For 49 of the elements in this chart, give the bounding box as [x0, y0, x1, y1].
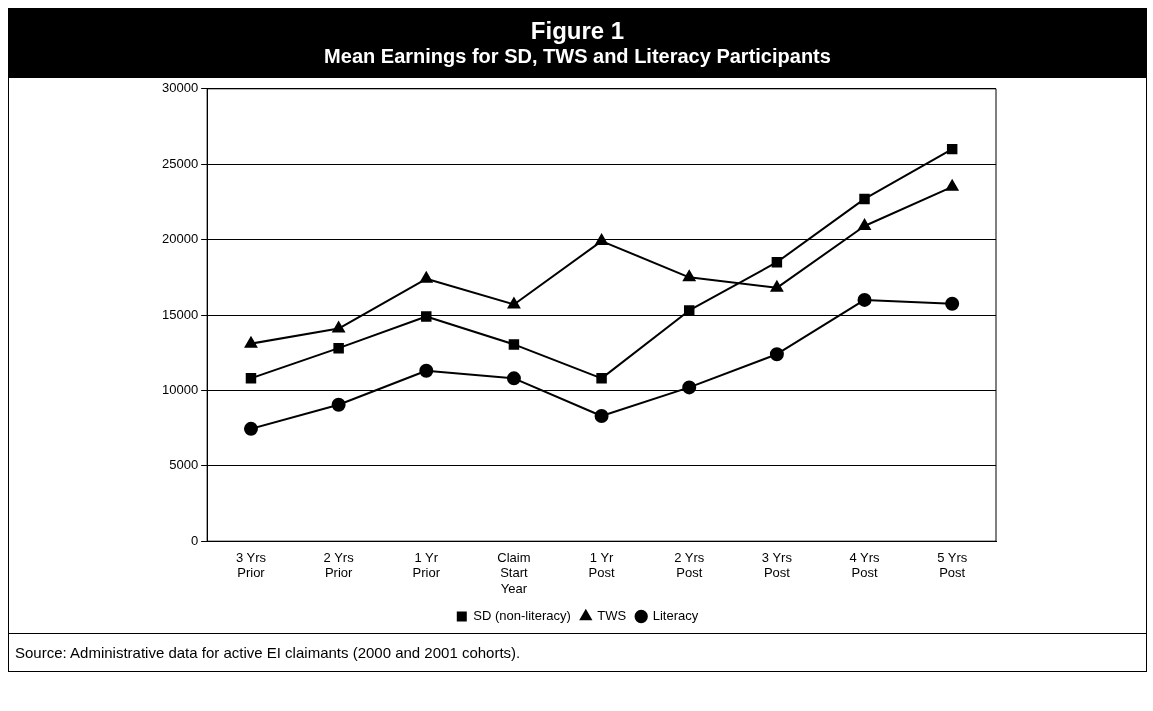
- point: [683, 270, 696, 282]
- x-tick-label: 2 Yrs Prior: [323, 549, 355, 581]
- x-tick-label: 5 Yrs Post: [937, 549, 968, 581]
- point: [507, 297, 521, 309]
- point: [421, 311, 432, 322]
- point: [245, 373, 257, 384]
- y-tick-label: 25000: [161, 155, 199, 171]
- legend-label: TWS: [597, 608, 627, 624]
- point: [506, 371, 521, 386]
- point: [420, 271, 433, 283]
- y-tick-label: 20000: [161, 231, 199, 247]
- x-tick-label: 3 Yrs Prior: [235, 549, 267, 581]
- point: [945, 179, 959, 191]
- source-note: Source: Administrative data for active EI claimants (2000 and 2001 cohorts).: [9, 633, 1146, 671]
- point: [594, 409, 609, 424]
- y-tick-label: 30000: [161, 80, 199, 96]
- point: [858, 219, 871, 231]
- point: [946, 143, 958, 155]
- x-tick-label: 1 Yr Prior: [412, 549, 441, 581]
- x-tick-label: Claim Start Year: [497, 549, 531, 596]
- point: [770, 280, 784, 292]
- y-tick-label: 5000: [169, 457, 199, 473]
- chart-subtitle: Mean Earnings for SD, TWS and Literacy Participants: [323, 45, 832, 68]
- y-tick-label: 10000: [161, 381, 199, 397]
- point: [683, 305, 695, 316]
- y-tick-label: 15000: [161, 306, 199, 322]
- point: [508, 339, 520, 350]
- x-tick-label: 4 Yrs Post: [849, 549, 881, 581]
- point: [859, 193, 870, 205]
- point: [945, 296, 960, 311]
- point: [596, 373, 607, 384]
- point: [331, 397, 346, 412]
- point: [682, 380, 697, 395]
- x-tick-label: 2 Yrs Post: [674, 549, 705, 581]
- legend-label: SD (non-literacy): [473, 608, 571, 624]
- chart-title: Figure 1: [529, 17, 626, 45]
- point: [333, 342, 344, 354]
- legend-label: Literacy: [652, 608, 699, 624]
- y-tick-label: 0: [190, 532, 199, 548]
- x-tick-label: 3 Yrs Post: [761, 549, 793, 581]
- point: [332, 321, 345, 333]
- point: [769, 347, 784, 362]
- point: [595, 234, 608, 246]
- point: [244, 336, 258, 348]
- x-tick-label: 1 Yr Post: [588, 549, 615, 581]
- point: [419, 363, 434, 378]
- point: [243, 421, 258, 436]
- point: [771, 256, 783, 268]
- point: [857, 292, 872, 307]
